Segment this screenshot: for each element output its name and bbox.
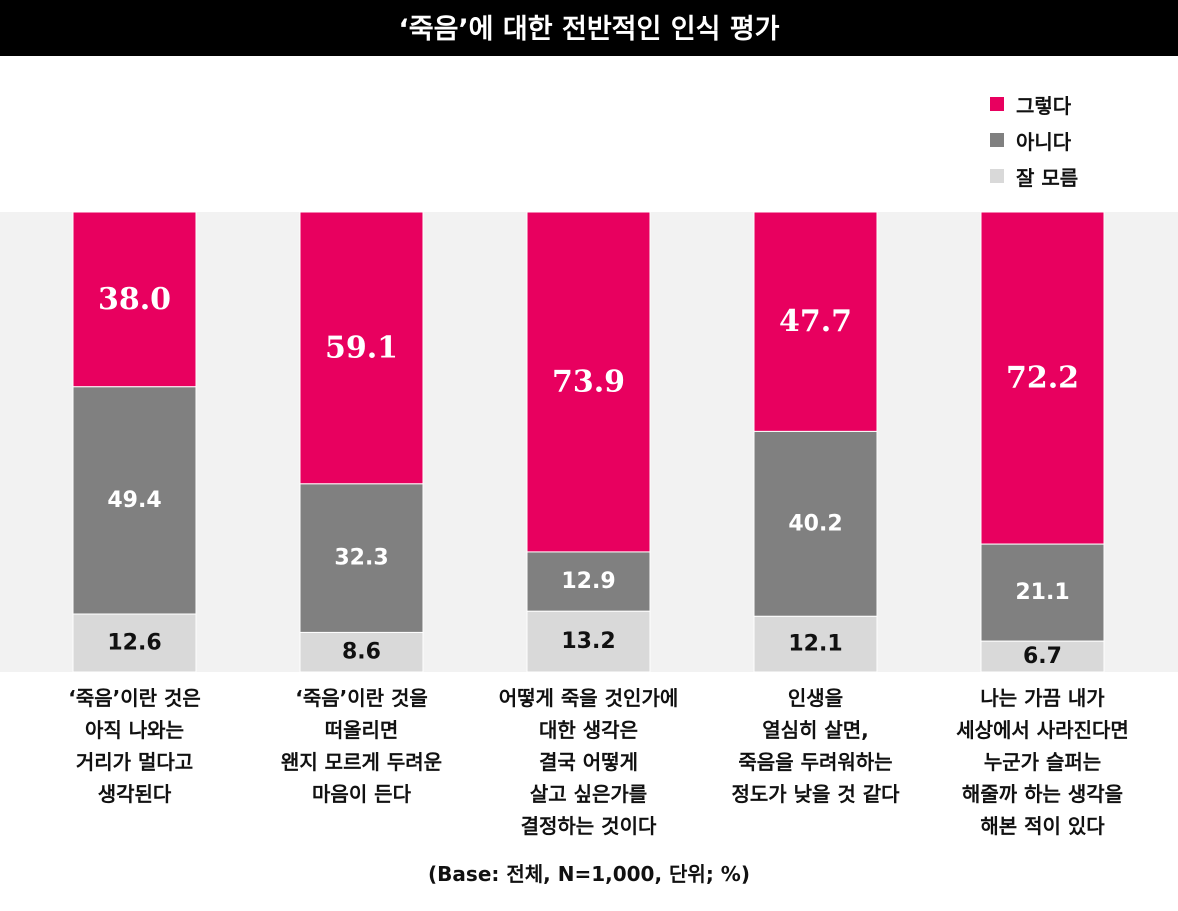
category-label-4: 인생을 열심히 살면, 죽음을 두려워하는 정도가 낮을 것 같다 [731, 686, 900, 806]
category-label-2: ‘죽음’이란 것을 떠올리면 왠지 모르게 두려운 마음이 든다 [280, 686, 443, 806]
bar-segment-2-category-1 [72, 386, 197, 615]
bar-segment-2-category-4 [753, 430, 878, 617]
legend-swatch-yes [990, 97, 1004, 111]
data-label-3-category-4: 12.1 [788, 632, 842, 657]
chart-title: ‘죽음’에 대한 전반적인 인식 평가 [0, 0, 1178, 56]
legend-item-dont-know: 잘 모름 [990, 158, 1078, 194]
legend-label-dont-know: 잘 모름 [1016, 165, 1079, 190]
bar-segment-3-category-1 [72, 613, 197, 673]
data-label-3-category-1: 12.6 [107, 631, 161, 656]
legend-swatch-no [990, 133, 1004, 147]
bar-segment-2-category-3 [526, 551, 651, 612]
data-label-2-category-3: 12.9 [561, 569, 615, 594]
bar-segment-1-category-4 [753, 211, 878, 432]
bar-segment-2-category-5 [980, 543, 1105, 642]
data-label-2-category-5: 21.1 [1015, 580, 1069, 605]
legend-item-yes: 그렇다 [990, 86, 1078, 122]
legend-label-yes: 그렇다 [1016, 93, 1072, 118]
bar-segment-1-category-2 [299, 211, 424, 485]
data-label-1-category-3: 73.9 [552, 364, 625, 399]
data-label-2-category-1: 49.4 [107, 488, 161, 513]
bar-segment-1-category-3 [526, 211, 651, 553]
legend-swatch-dont-know [990, 169, 1004, 183]
data-label-1-category-5: 72.2 [1006, 361, 1079, 396]
data-label-3-category-5: 6.7 [1023, 644, 1062, 669]
bar-segment-3-category-4 [753, 615, 878, 673]
data-label-3-category-2: 8.6 [342, 640, 381, 665]
legend-item-no: 아니다 [990, 122, 1078, 158]
bar-segment-2-category-2 [299, 483, 424, 633]
category-label-5: 나는 가끔 내가 세상에서 사라진다면 누군가 슬퍼는 해줄까 하는 생각을 해본 적이… [956, 686, 1129, 838]
bar-segment-1-category-1 [72, 211, 197, 388]
data-label-2-category-4: 40.2 [788, 511, 842, 536]
data-label-3-category-3: 13.2 [561, 629, 615, 654]
chart-legend: 그렇다 아니다 잘 모름 [990, 86, 1078, 194]
data-label-1-category-1: 38.0 [98, 282, 171, 317]
bar-segment-3-category-2 [299, 631, 424, 673]
category-label-3: 어떻게 죽을 것인가에 대한 생각은 결국 어떻게 살고 싶은가를 결정하는 것이다 [498, 686, 679, 838]
category-label-1: ‘죽음’이란 것은 아직 나와는 거리가 멀다고 생각된다 [68, 686, 201, 806]
data-label-1-category-2: 59.1 [325, 330, 398, 365]
bar-segment-3-category-3 [526, 610, 651, 673]
bar-segment-3-category-5 [980, 640, 1105, 673]
legend-label-no: 아니다 [1016, 129, 1072, 154]
data-label-1-category-4: 47.7 [779, 304, 852, 339]
data-label-2-category-2: 32.3 [334, 546, 388, 571]
chart-footnote: (Base: 전체, N=1,000, 단위; %) [428, 862, 750, 886]
bar-segment-1-category-5 [980, 211, 1105, 545]
